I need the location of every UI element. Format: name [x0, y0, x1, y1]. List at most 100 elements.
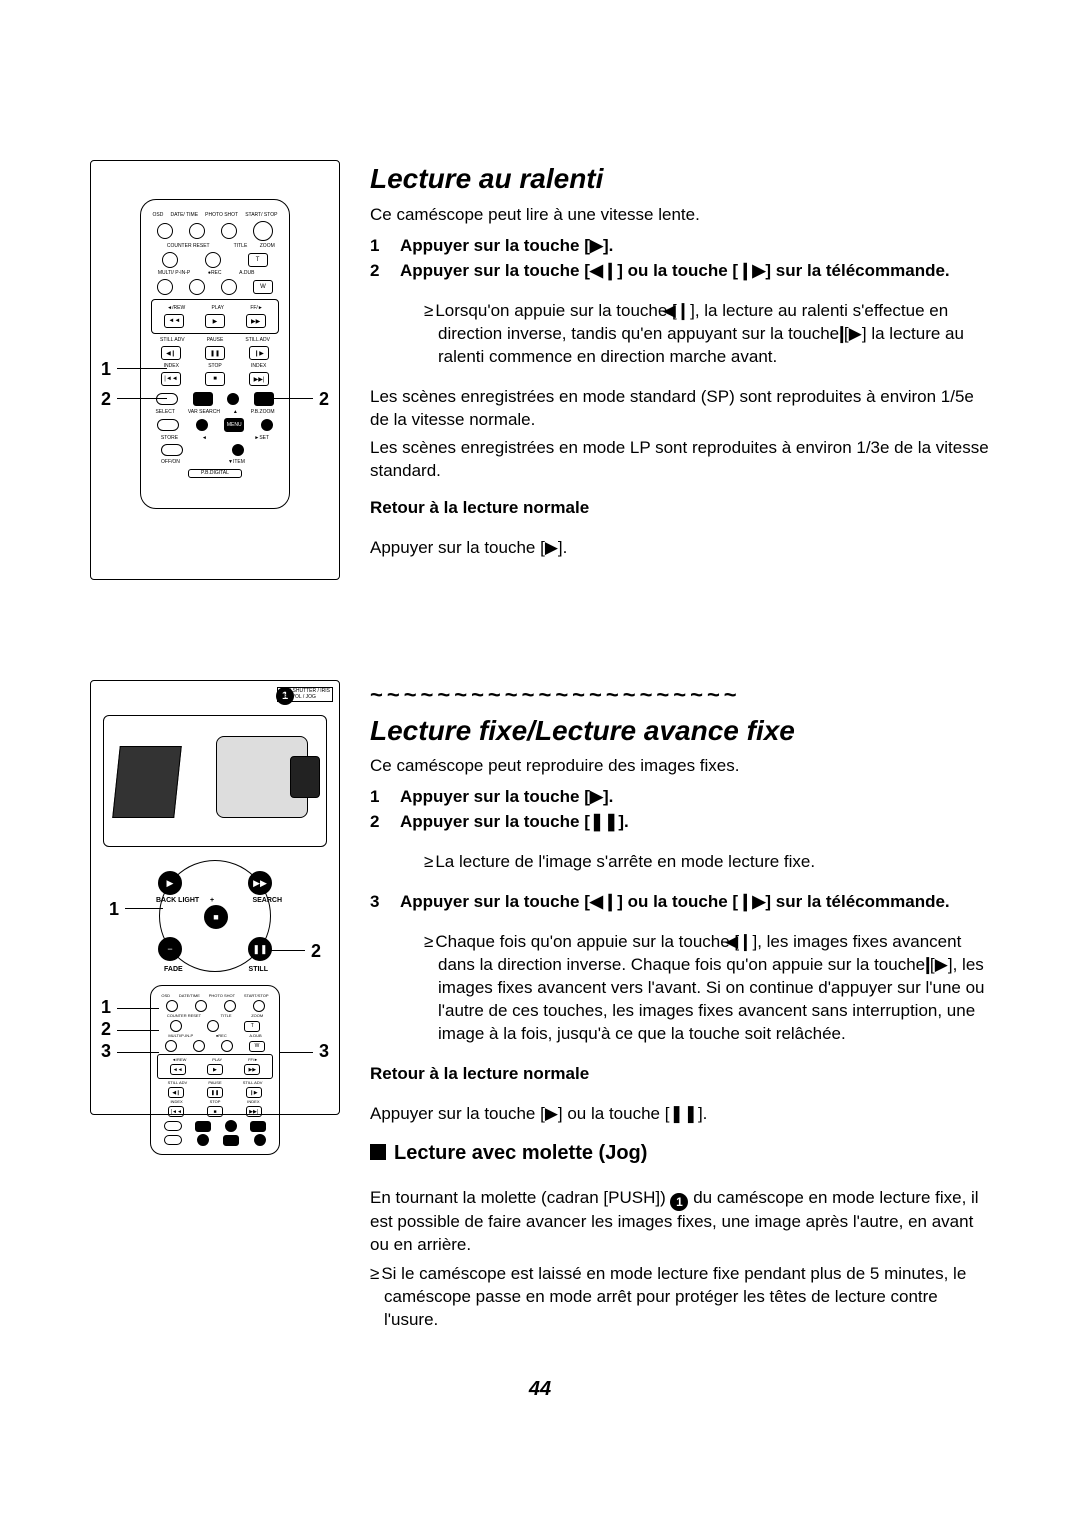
- remote-button: ❚❚: [205, 346, 225, 360]
- slow-rev-icon: ◀❙: [677, 300, 690, 323]
- remote-button: [157, 223, 173, 239]
- t: ] ou la touche [: [617, 892, 738, 911]
- remote-button: |◄◄: [161, 372, 181, 386]
- section-2-text: ~~~~~~~~~~~~~~~~~~~~~~ Lecture fixe/Lect…: [370, 680, 990, 1338]
- figure-1-box: OSDDATE/ TIMEPHOTO SHOTSTART/ STOP COUNT…: [90, 160, 340, 580]
- return-heading: Retour à la lecture normale: [370, 497, 990, 520]
- t: ] sur la télécommande.: [765, 892, 949, 911]
- remote-button: T: [248, 253, 268, 267]
- remote-label: SELECT: [155, 409, 174, 415]
- remote-button: ▶▶: [244, 1064, 260, 1075]
- jog-text: En tournant la molette (cadran [PUSH]) 1…: [370, 1187, 990, 1257]
- remote-button: [161, 444, 183, 456]
- step-text: Appuyer sur la touche [◀❙] ou la touche …: [400, 891, 990, 914]
- remote-button: [221, 279, 237, 295]
- remote-label: ►SET: [254, 435, 269, 441]
- step-2-bullet: Lorsqu'on appuie sur la touche [◀❙], la …: [424, 300, 990, 369]
- remote-label: ●REC: [208, 271, 222, 276]
- cam-lens: [290, 756, 320, 798]
- callout: 2: [311, 941, 321, 962]
- step-text: Appuyer sur la touche [▶].: [400, 786, 990, 809]
- remote-button: [232, 444, 244, 456]
- remote-button: [189, 279, 205, 295]
- remote-button: [164, 1135, 182, 1145]
- t: Chaque fois qu'on appuie sur la touche [: [435, 932, 739, 951]
- step-text: Appuyer sur la touche [◀❙] ou la touche …: [400, 260, 990, 283]
- step-number: 2: [370, 260, 388, 283]
- remote-button: ❚❚: [207, 1087, 223, 1098]
- jog-bullet: Si le caméscope est laissé en mode lectu…: [370, 1263, 990, 1332]
- remote-label: COUNTER RESET: [167, 1014, 201, 1018]
- cluster-btn: ■: [204, 905, 228, 929]
- remote-label: STOP: [208, 363, 222, 369]
- t: Appuyer sur la touche [: [400, 812, 590, 831]
- remote-label: INDEX: [251, 363, 266, 369]
- section-1-text: Lecture au ralenti Ce caméscope peut lir…: [370, 160, 990, 580]
- remote-button: ◀❙: [161, 346, 181, 360]
- remote-button: W: [249, 1041, 265, 1052]
- play-icon: ▶: [545, 1103, 558, 1126]
- remote-label: STORE: [161, 435, 178, 441]
- step-2: 2 Appuyer sur la touche [◀❙] ou la touch…: [370, 260, 990, 283]
- remote-button: ▶▶|: [249, 372, 269, 386]
- s2-step-1: 1 Appuyer sur la touche [▶].: [370, 786, 990, 809]
- remote-button: [189, 223, 205, 239]
- cluster-label: +: [210, 897, 214, 904]
- section-1-title: Lecture au ralenti: [370, 160, 990, 198]
- remote-button: ❙▶: [246, 1087, 262, 1098]
- sp-note: Les scènes enregistrées en mode standard…: [370, 386, 990, 432]
- play-icon: ▶: [545, 537, 558, 560]
- leader-line: [117, 398, 167, 399]
- remote-label: VAR SEARCH: [188, 409, 220, 415]
- remote-button: ▶: [205, 314, 225, 328]
- remote-button: [253, 221, 273, 241]
- leader-line: [117, 368, 167, 369]
- callout: 1: [101, 997, 111, 1018]
- remote-button: ▶▶|: [246, 1106, 262, 1117]
- cluster-btn: −: [158, 937, 182, 961]
- frame-fwd-icon: ❙▶: [738, 891, 765, 914]
- t: ].: [603, 236, 613, 255]
- section-divider: ~~~~~~~~~~~~~~~~~~~~~~: [370, 680, 990, 710]
- t: ] ou la touche [: [558, 1104, 670, 1123]
- remote-label: P.B.ZOOM: [251, 409, 275, 415]
- remote-button: [221, 1040, 233, 1052]
- leader-line: [125, 908, 163, 909]
- remote-button: ▶▶: [246, 314, 266, 328]
- remote-label: PLAY: [212, 1058, 222, 1062]
- manual-page: OSDDATE/ TIMEPHOTO SHOTSTART/ STOP COUNT…: [0, 0, 1080, 1481]
- callout: 1: [109, 899, 119, 920]
- return-text-2: Appuyer sur la touche [▶] ou la touche […: [370, 1103, 990, 1126]
- small-remote-diagram: OSDDATE/TIMEPHOTO SHOTSTART/STOP COUNTER…: [150, 985, 280, 1155]
- cam-screen: [112, 746, 182, 818]
- remote-label: PHOTO SHOT: [205, 213, 238, 218]
- remote-label: STILL ADV: [245, 337, 270, 343]
- cluster-ring: ▶ ▶▶ ■ − ❚❚ BACK LIGHT SEARCH FADE STILL…: [159, 860, 271, 972]
- remote-button: ◄◄: [170, 1064, 186, 1075]
- remote-label: OSD: [161, 994, 170, 998]
- frame-fwd-icon: ❙▶: [935, 954, 948, 977]
- remote-label: INDEX: [170, 1100, 182, 1104]
- camcorder-diagram: [103, 715, 327, 847]
- figure-2-box: 1 A.E / SHUTTER / IRIS MF / VOL / JOG ▶ …: [90, 680, 340, 1115]
- callout-2r: 2: [319, 389, 329, 410]
- t: Appuyer sur la touche [: [400, 787, 590, 806]
- remote-label: INDEX: [247, 1100, 259, 1104]
- remote-label: PAUSE: [208, 1081, 221, 1085]
- t: En tournant la molette (cadran [PUSH]): [370, 1188, 670, 1207]
- figure-2-column: 1 A.E / SHUTTER / IRIS MF / VOL / JOG ▶ …: [90, 680, 340, 1338]
- t: ].: [603, 787, 613, 806]
- callout: 3: [319, 1041, 329, 1062]
- remote-label: STILL ADV: [243, 1081, 263, 1085]
- return-text: Appuyer sur la touche [▶].: [370, 537, 990, 560]
- control-cluster: ▶ ▶▶ ■ − ❚❚ BACK LIGHT SEARCH FADE STILL…: [103, 851, 327, 981]
- cluster-label: STILL: [249, 966, 268, 973]
- s2-step-3-bullet: Chaque fois qu'on appuie sur la touche […: [424, 931, 990, 1046]
- section-2-row: 1 A.E / SHUTTER / IRIS MF / VOL / JOG ▶ …: [90, 680, 990, 1338]
- remote-label: PLAY: [212, 305, 224, 311]
- step-text: Appuyer sur la touche [❚❚].: [400, 811, 990, 834]
- pause-icon: ❚❚: [590, 811, 619, 834]
- remote-button: [253, 1000, 265, 1012]
- lp-note: Les scènes enregistrées en mode LP sont …: [370, 437, 990, 483]
- callout-2: 2: [101, 389, 111, 410]
